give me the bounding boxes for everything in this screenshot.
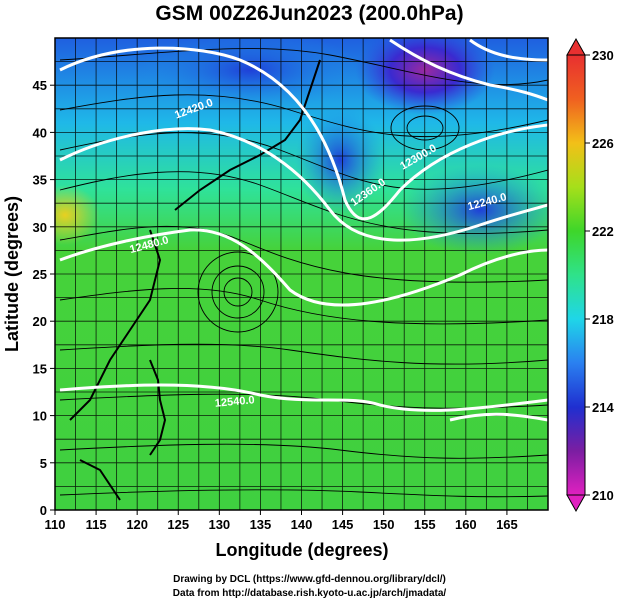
colorbar-max-arrow bbox=[566, 37, 586, 56]
colorbar-min-arrow bbox=[566, 494, 586, 513]
plot-area bbox=[55, 38, 548, 510]
contour-label: 12540.0 bbox=[214, 394, 255, 409]
y-tick-label: 0 bbox=[40, 503, 47, 518]
colorbar-tick-label: 218 bbox=[592, 312, 614, 327]
x-tick-label: 120 bbox=[126, 517, 148, 532]
x-axis: 110 115 120 125 130 135 140 145 150 155 160 165 bbox=[45, 510, 518, 532]
x-tick-label: 115 bbox=[86, 517, 107, 532]
warm-anomaly bbox=[55, 185, 100, 245]
colorbar-scale bbox=[566, 54, 586, 496]
coastline bbox=[69, 59, 321, 501]
y-tick-label: 20 bbox=[33, 314, 47, 329]
cold-trough-2 bbox=[295, 105, 385, 215]
x-tick-label: 140 bbox=[291, 517, 313, 532]
height-contours bbox=[59, 38, 548, 422]
credit-data-source: Data from http://database.rish.kyoto-u.a… bbox=[172, 588, 447, 599]
x-tick-label: 130 bbox=[208, 517, 230, 532]
y-tick-label: 35 bbox=[33, 173, 47, 188]
colorbar-tick-label: 230 bbox=[592, 48, 614, 63]
x-tick-label: 110 bbox=[45, 517, 66, 532]
x-tick-label: 165 bbox=[496, 517, 518, 532]
colorbar-tick-label: 214 bbox=[592, 400, 614, 415]
x-tick-label: 145 bbox=[332, 517, 354, 532]
x-tick-label: 135 bbox=[250, 517, 272, 532]
x-axis-title: Longitude (degrees) bbox=[215, 540, 388, 560]
y-tick-label: 45 bbox=[33, 78, 47, 93]
colorbar-tick-label: 226 bbox=[592, 136, 614, 151]
cold-region-north bbox=[140, 38, 360, 110]
y-axis: 0 5 10 15 20 25 30 35 40 45 bbox=[33, 78, 55, 518]
y-axis-title: Latitude (degrees) bbox=[2, 196, 22, 352]
x-tick-label: 150 bbox=[373, 517, 395, 532]
colorbar-tick-label: 210 bbox=[592, 488, 614, 503]
x-tick-label: 155 bbox=[414, 517, 436, 532]
colorbar: 210 214 218 222 226 230 bbox=[566, 37, 614, 513]
y-tick-label: 10 bbox=[33, 409, 47, 424]
y-tick-label: 30 bbox=[33, 220, 47, 235]
y-tick-label: 15 bbox=[33, 361, 47, 376]
y-tick-label: 40 bbox=[33, 125, 47, 140]
y-tick-label: 5 bbox=[40, 456, 47, 471]
colorbar-tick-label: 222 bbox=[592, 224, 614, 239]
credit-dcl: Drawing by DCL (https://www.gfd-dennou.o… bbox=[173, 574, 446, 585]
lat-lon-grid bbox=[55, 38, 548, 510]
y-tick-label: 25 bbox=[33, 267, 47, 282]
chart-title: GSM 00Z26Jun2023 (200.0hPa) bbox=[155, 2, 464, 25]
x-tick-label: 160 bbox=[455, 517, 477, 532]
x-tick-label: 125 bbox=[167, 517, 189, 532]
